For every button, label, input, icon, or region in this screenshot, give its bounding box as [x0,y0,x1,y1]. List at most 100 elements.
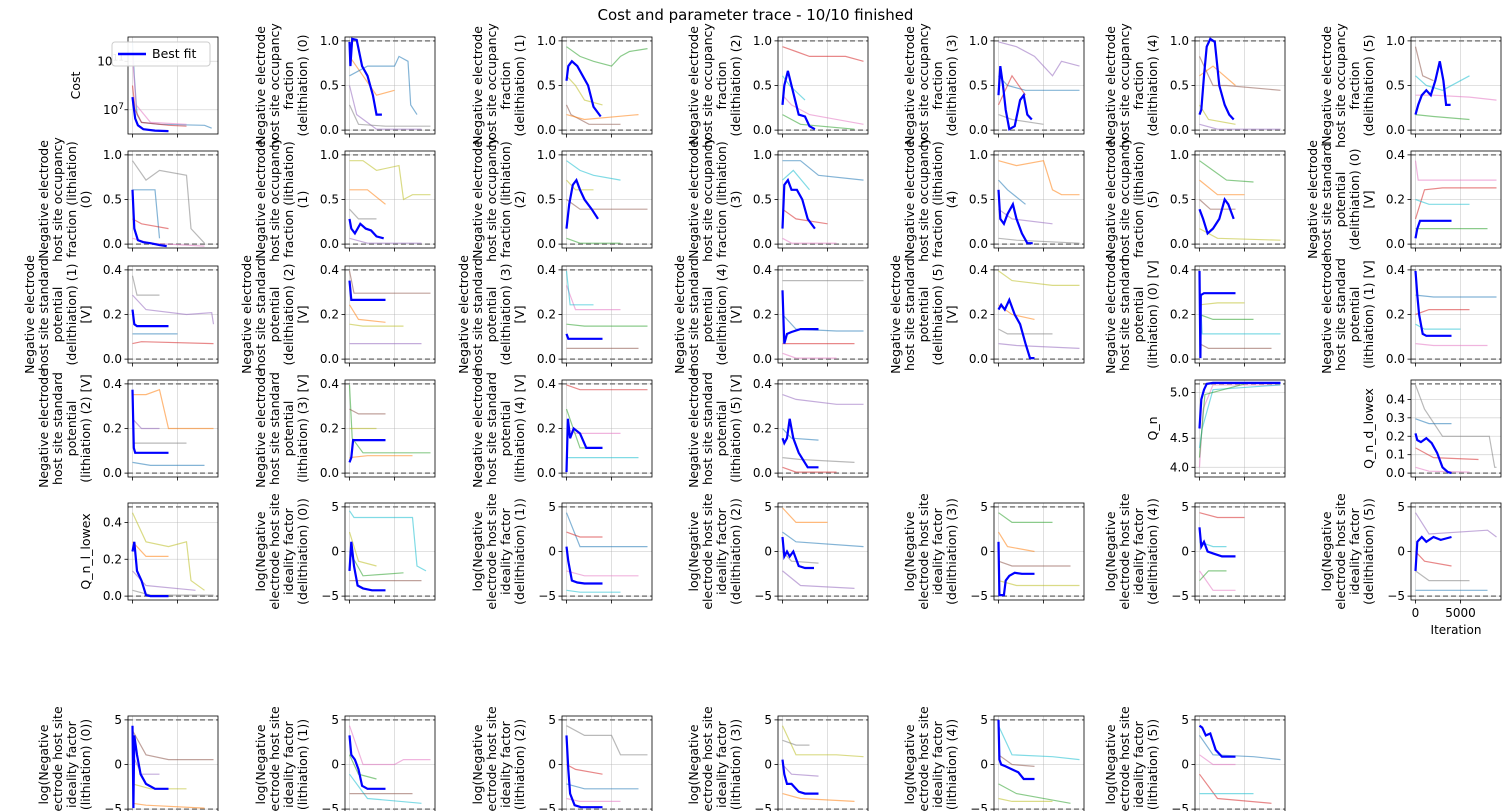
y-tick-label: 5 [764,500,772,514]
run-trace [782,466,837,473]
y-axis-label: log(Negativeelectrode host siteideality … [253,493,310,610]
y-axis-label: Negative electrodehost site occupancyfra… [1103,137,1160,262]
subplot-34: 5 0 −5 0 5000 Iteration log(Negativeelectrode … [1319,493,1502,637]
y-tick-label: 0.0 [320,123,339,137]
best-fit-trace [348,280,386,301]
y-axis-label: log(Negativeelectrode host siteideality … [36,706,93,811]
run-trace [1415,551,1452,567]
y-tick-label: 0 [331,758,339,772]
subplot-20: 0.0 0.2 0.4 Negative electrodehost site sta… [1319,255,1502,374]
y-axis-label: Negative electrodehost site standardpote… [1319,255,1376,374]
y-axis-label: Negative electrodehost site occupancyfra… [686,23,743,148]
y-tick-label: 5 [331,500,339,514]
y-axis-label: Negative electrodehost site occupancyfra… [1319,23,1376,148]
y-tick-label: 0.3 [1386,411,1405,425]
run-trace [998,343,1080,349]
run-trace [1198,383,1245,458]
subplot-32: 5 0 −5 log(Negativeelectrode host siteideal… [902,493,1085,610]
y-tick-label: 0.0 [1386,352,1405,366]
subplot-11: 0.0 0.5 1.0 Negative electrodehost site occ… [902,137,1085,262]
y-tick-label: 0.4 [537,377,556,391]
subplot-8: 0.0 0.5 1.0 Negative electrodehost site occ… [253,137,436,262]
subplot-35: 50−505000Iterationlog(Negativeelectrode … [36,706,219,811]
best-fit-trace [565,546,603,585]
y-axis-label: Negative electrodehost site standardpote… [456,255,527,374]
best-fit-trace [565,333,603,340]
run-trace [1414,512,1497,538]
y-tick-label: 4.5 [1170,431,1189,445]
run-trace [566,160,621,181]
y-tick-label: 0 [331,545,339,559]
y-tick-label: 5 [331,713,339,727]
y-axis-label: Negative electrodehost site standardpote… [470,369,527,488]
run-trace [1415,198,1470,205]
run-trace [998,270,1080,286]
best-fit-trace [1198,270,1236,359]
run-trace [1415,309,1470,316]
y-axis-label: log(Negativeelectrode host siteideality … [253,706,310,811]
run-trace [997,531,1035,553]
y-tick-label: 5 [548,713,556,727]
y-tick-label: 0.5 [753,193,772,207]
y-axis-label: Negative electrodehost site occupancyfra… [902,23,959,148]
run-trace [1199,570,1227,582]
y-tick-label: 0.5 [537,79,556,93]
best-fit-trace [781,70,816,131]
y-axis-label: Negative electrodehost site standardpote… [672,255,743,374]
run-trace [1199,179,1245,196]
axes-frame [127,36,219,135]
y-tick-label: 0.2 [537,308,556,322]
subplot-31: 5 0 −5 log(Negativeelectrode host siteideal… [686,493,869,610]
run-trace [566,763,603,775]
subplot-13: 0.0 0.2 0.4 Negative electrodehost site sta… [1305,140,1502,259]
y-tick-label: 0.2 [753,422,772,436]
best-fit-trace [1414,535,1452,571]
run-trace [782,764,819,777]
best-fit-trace [781,290,819,344]
y-tick-label: 0.0 [103,466,122,480]
y-tick-label: 0.5 [1170,193,1189,207]
y-axis-label: Negative electrodehost site standardpote… [239,255,310,374]
run-trace [998,114,1044,125]
subplot-16: 0.0 0.2 0.4 Negative electrodehost site sta… [456,255,653,374]
run-trace [348,104,431,127]
best-fit-trace [565,418,603,473]
run-trace [782,237,837,244]
run-trace [1199,773,1272,804]
y-tick-label: 0.4 [320,377,339,391]
y-tick-label: 0.4 [320,263,339,277]
best-fit-trace [1198,197,1235,236]
best-fit-trace [1198,527,1236,558]
best-fit-trace [997,719,1035,781]
y-tick-label: 0.5 [537,193,556,207]
run-trace [1415,75,1470,91]
run-trace [131,85,187,127]
y-tick-label: 0 [548,545,556,559]
run-trace [132,388,214,430]
run-trace [348,85,422,130]
run-trace [131,56,187,125]
run-trace [781,725,864,758]
y-tick-label: 0 [1181,758,1189,772]
subplot-2: 0.0 0.5 1.0 Negative electrodehost site occ… [470,23,653,148]
run-trace [566,783,639,790]
y-tick-label: 0.4 [103,263,122,277]
y-axis-label: Negative electrodehost site occupancyfra… [36,137,93,262]
best-fit-trace [348,735,386,790]
axes-frame [777,715,869,811]
run-trace [132,189,161,239]
y-tick-label: 5.0 [1170,386,1189,400]
run-trace [782,570,855,589]
subplot-3: 0.0 0.5 1.0 Negative electrodehost site occ… [686,23,869,148]
y-tick-label: 0.5 [969,193,988,207]
run-trace [998,160,1080,196]
run-trace [132,341,214,345]
subplot-30: 5 0 −5 log(Negativeelectrode host siteideal… [470,493,653,610]
run-trace [782,94,864,125]
y-axis-label: Negative electrodehost site standardpote… [1103,255,1160,374]
y-tick-label: 1.0 [969,148,988,162]
y-tick-label: 0.0 [1386,466,1405,480]
run-trace [566,384,648,391]
y-tick-label: 0.5 [1170,79,1189,93]
